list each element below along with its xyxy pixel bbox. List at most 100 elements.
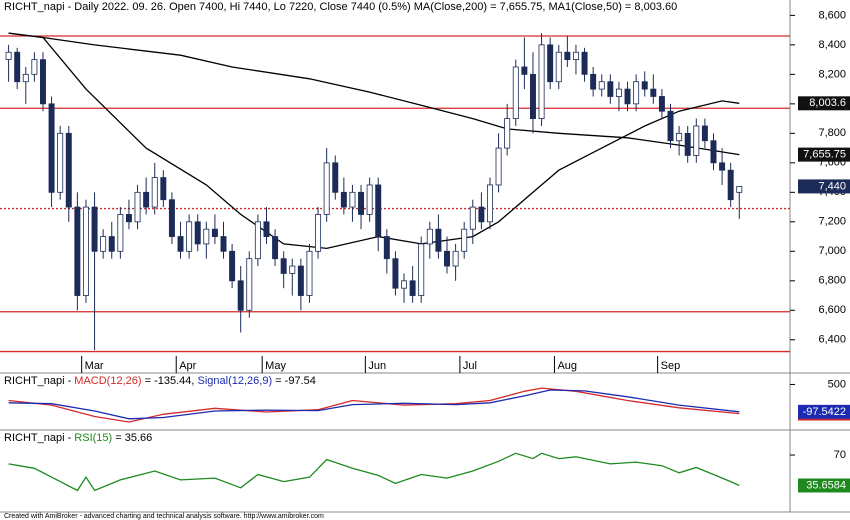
y-tick-label: 6,600 <box>818 304 846 316</box>
candle-body <box>650 88 657 97</box>
candle-body <box>246 258 253 311</box>
candle-body <box>117 214 124 252</box>
candle-body <box>633 81 640 105</box>
candle-body <box>340 191 347 208</box>
candle-body <box>168 199 175 237</box>
candle-body <box>676 132 683 142</box>
candle-body <box>48 103 55 193</box>
rsi-value-text: 35.6584 <box>806 479 846 491</box>
candle-body <box>289 265 296 274</box>
title-part: RICHT_napi - <box>4 375 74 387</box>
candle-body <box>280 258 287 274</box>
footer: Created with AmiBroker - advanced charti… <box>4 513 324 520</box>
last-value-box <box>798 147 850 162</box>
candle-body <box>91 206 98 252</box>
line-series <box>8 387 740 423</box>
x-tick-label: Jun <box>368 360 386 372</box>
candle-body <box>444 250 450 267</box>
candle-body <box>254 221 261 260</box>
title-part: MACD(12,26) <box>74 375 141 387</box>
candle-body <box>615 88 622 97</box>
candle-body <box>658 96 665 112</box>
candle-body <box>82 206 89 296</box>
candle-body <box>684 132 691 156</box>
candle-body <box>469 206 476 230</box>
candle-body <box>495 147 502 186</box>
panel-title: RICHT_napi - RSI(15) = 35.66 <box>4 432 152 444</box>
close-value-box <box>798 179 850 194</box>
candle-body <box>710 140 717 164</box>
candle-body <box>701 125 708 142</box>
candle-body <box>409 280 416 296</box>
macd-value-text: -97.5422 <box>803 406 846 418</box>
candle-body <box>529 73 536 119</box>
candle-body <box>512 66 519 119</box>
candle-body <box>452 250 459 267</box>
candle-body <box>57 132 64 193</box>
x-tick-label: Mar <box>85 360 104 372</box>
title-part: RICHT_napi - <box>4 432 74 444</box>
x-tick-label: Sep <box>661 360 681 372</box>
candle-body <box>272 236 279 260</box>
candle-body <box>719 162 726 171</box>
candle-body <box>151 177 158 208</box>
last-value-box <box>798 96 850 111</box>
panel-title: RICHT_napi - MACD(12,26) = -135.44, Sign… <box>4 375 316 387</box>
candle-body <box>22 73 29 83</box>
candle-body <box>14 51 21 83</box>
candle-body <box>323 162 330 215</box>
line-series <box>8 389 740 420</box>
candle-body <box>349 191 356 208</box>
candle-body <box>315 214 322 252</box>
y-tick-label: 6,800 <box>818 275 846 287</box>
candle-body <box>538 44 545 119</box>
candle-body <box>40 59 46 105</box>
y-tick-label: 7,800 <box>818 127 846 139</box>
y-tick-label: 7,000 <box>818 245 846 257</box>
candle-body <box>426 228 433 245</box>
y-tick-label: 8,600 <box>818 9 846 21</box>
y-tick-label: 7,200 <box>818 216 846 228</box>
candle-body <box>263 221 270 237</box>
candle-body <box>177 236 184 252</box>
candle-body <box>547 44 554 83</box>
candle-body <box>375 184 382 237</box>
candle-body <box>203 228 210 245</box>
candle-body <box>624 88 631 105</box>
candle-body <box>667 110 674 142</box>
candle-body <box>478 206 485 223</box>
line-series <box>8 32 740 156</box>
candle-body <box>590 73 597 90</box>
candle-body <box>487 184 493 223</box>
candle-body <box>74 206 81 296</box>
candle-body <box>607 81 614 97</box>
rsi-value-box <box>798 478 850 493</box>
last-value-text: 7,655.75 <box>803 149 846 161</box>
candle-body <box>237 280 244 311</box>
x-tick-label: Jul <box>463 360 477 372</box>
candle-body <box>134 191 141 223</box>
chart-title: RICHT_napi - Daily 2022. 09. 26. Open 74… <box>4 1 677 13</box>
candle-body <box>160 177 167 201</box>
candle-body <box>100 236 107 252</box>
candle-body <box>332 162 339 193</box>
line-series <box>8 452 740 492</box>
candle-body <box>186 221 193 252</box>
candle-body <box>194 221 201 245</box>
candle-body <box>65 132 72 208</box>
candle-body <box>564 51 571 61</box>
x-tick-label: May <box>265 360 286 372</box>
macd-value-box <box>798 404 850 419</box>
candle-body <box>297 265 304 296</box>
candle-body <box>727 169 734 201</box>
title-part: RSI(15) <box>74 432 112 444</box>
last-value-text: 8,003.6 <box>809 97 846 109</box>
y-tick-label: 8,400 <box>818 39 846 51</box>
candle-body <box>366 184 373 215</box>
candle-body <box>392 258 399 289</box>
candle-body <box>435 228 442 252</box>
y-tick-label: 6,400 <box>818 334 846 346</box>
y-tick-label: 70 <box>834 449 846 461</box>
candle-body <box>306 250 313 296</box>
